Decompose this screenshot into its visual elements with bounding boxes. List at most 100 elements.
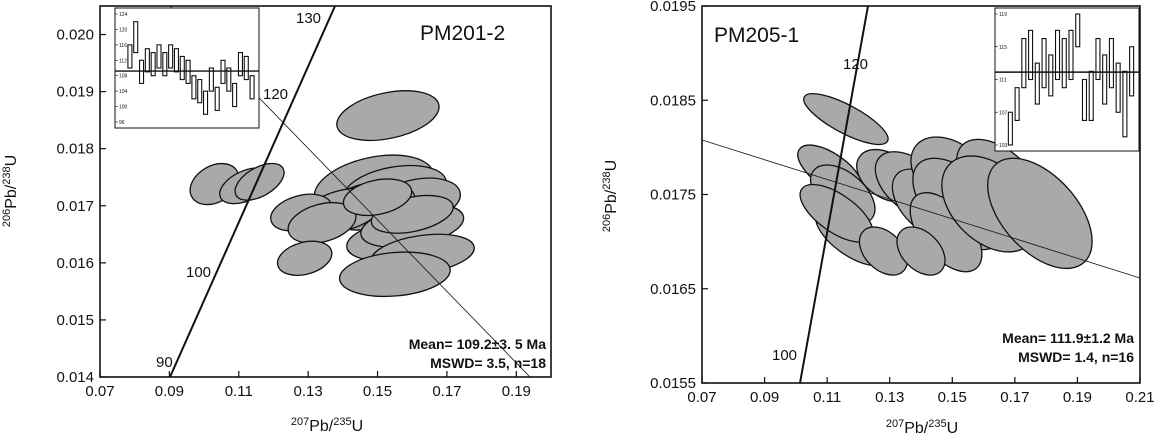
inset-tick-label: 112	[119, 58, 127, 64]
age-label-120: 120	[263, 86, 288, 103]
mswd: MSWD= 1.4, n=16	[1018, 349, 1134, 365]
y-tick-label: 0.018	[56, 141, 94, 158]
error-ellipse	[234, 162, 285, 201]
y-tick-label: 0.0155	[650, 375, 696, 392]
age-label-120: 120	[843, 56, 868, 73]
inset-error-bar	[1041, 38, 1047, 89]
inset-tick-label: 115	[999, 45, 1007, 51]
inset-error-bar	[208, 67, 214, 92]
inset-error-bar	[226, 67, 232, 92]
panel-pm201-2: 96 100 104 108 112 116 120 124 0.07 0.09 0.11 0.13…	[1, 5, 552, 435]
concordia-lines	[702, 6, 1140, 383]
error-ellipse	[276, 240, 333, 276]
axes: 0.07 0.09 0.11 0.13 0.15 0.17 0.19 0.014 0.015 0.…	[56, 27, 530, 400]
x-tick-label: 0.19	[502, 383, 531, 400]
inset-error-bar	[1088, 70, 1094, 121]
inset-error-bar	[191, 75, 197, 100]
inset-tick-label: 103	[999, 143, 1008, 149]
inset-error-bar	[232, 82, 238, 108]
x-tick-label: 0.11	[225, 383, 253, 400]
inset-tick-label: 120	[119, 27, 128, 33]
error-ellipse	[987, 157, 1093, 270]
age-label-100: 100	[186, 264, 211, 281]
inset-bar-plot: 96 100 104 108 112 116 120 124	[115, 12, 259, 126]
sample-label: PM201-2	[420, 22, 505, 45]
age-label-130: 130	[296, 10, 321, 27]
inset-error-bar	[243, 55, 249, 81]
inset-error-bar	[1102, 54, 1108, 105]
inset-tick-label: 96	[119, 120, 125, 126]
inset-tick-label: 111	[999, 78, 1007, 84]
inset-error-bar	[1095, 38, 1101, 81]
x-tick-label: 0.15	[938, 389, 967, 406]
x-tick-label: 0.07	[687, 389, 716, 406]
inset-error-bar	[1061, 38, 1067, 89]
inset-tick-label: 100	[119, 105, 128, 111]
x-tick-label: 0.21	[1125, 389, 1154, 406]
y-tick-label: 0.0165	[650, 281, 696, 298]
age-label-90: 90	[156, 354, 173, 371]
inset-error-bar	[1048, 54, 1054, 97]
y-tick-label: 0.0175	[650, 187, 696, 204]
panel-pm205-1: 103 107 111 115 119 0.07 0.09 0.11 0.13 0.15 0.17…	[601, 0, 1155, 437]
error-ellipse	[342, 178, 413, 217]
x-tick-label: 0.11	[813, 389, 841, 406]
y-tick-label: 0.015	[56, 312, 94, 329]
inset-tick-label: 119	[999, 12, 1007, 18]
x-tick-label: 0.19	[1063, 389, 1092, 406]
inset-error-bar	[133, 21, 139, 54]
y-axis-title: 206Pb/238U	[601, 160, 620, 232]
inset-error-bar	[1021, 38, 1027, 89]
y-tick-label: 0.016	[56, 255, 94, 272]
inset-error-bar	[127, 44, 133, 69]
y-tick-label: 0.017	[56, 198, 94, 215]
plot-frame	[99, 5, 552, 378]
inset-bar-plot: 103 107 111 115 119	[995, 12, 1139, 149]
y-tick-label: 0.0185	[650, 92, 696, 109]
inset-error-bar	[237, 52, 244, 77]
inset-error-bar	[197, 79, 203, 104]
inset-error-bar	[1068, 29, 1074, 81]
concordia-curve	[169, 6, 336, 377]
inset-error-bar	[249, 75, 255, 100]
x-tick-label: 0.07	[85, 383, 114, 400]
inset-error-bar	[1007, 111, 1013, 146]
ellipse-group	[797, 93, 1093, 276]
y-tick-label: 0.014	[56, 369, 94, 386]
inset-error-bar	[1054, 29, 1061, 81]
inset-error-bar	[173, 48, 180, 73]
inset-tick-label: 108	[119, 74, 128, 80]
inset-error-bar	[220, 59, 226, 84]
inset-tick-label: 104	[119, 89, 128, 95]
y-axis-title: 206Pb/238U	[1, 155, 20, 227]
x-tick-label: 0.17	[1000, 389, 1029, 406]
x-tick-label: 0.13	[294, 383, 323, 400]
x-tick-label: 0.09	[155, 383, 184, 400]
mean-age: Mean= 111.9±1.2 Ma	[1002, 330, 1134, 346]
x-tick-label: 0.17	[432, 383, 461, 400]
x-axis-title: 207Pb/235U	[291, 416, 363, 435]
inset-error-bar	[144, 48, 150, 73]
inset-error-bar	[168, 44, 174, 69]
inset-error-bar	[202, 90, 209, 115]
inset-error-bar	[185, 59, 191, 84]
inset-error-bar	[1075, 13, 1081, 48]
x-tick-label: 0.13	[875, 389, 904, 406]
error-ellipse	[803, 93, 889, 146]
age-label-100: 100	[772, 347, 797, 364]
error-ellipse	[338, 251, 451, 298]
mswd: MSWD= 3.5, n=18	[430, 355, 546, 371]
inset-error-bar	[162, 52, 168, 77]
y-tick-label: 0.019	[56, 84, 94, 101]
inset-error-bar	[1034, 62, 1040, 105]
inset-tick-label: 107	[999, 110, 1008, 116]
error-ellipse	[336, 90, 440, 142]
ellipse-group	[189, 90, 475, 298]
inset-error-bar	[150, 52, 156, 77]
x-tick-label: 0.09	[750, 389, 779, 406]
inset-error-bar	[179, 55, 185, 81]
mean-age: Mean= 109.2±3. 5 Ma	[409, 336, 546, 352]
inset-error-bar	[1028, 29, 1034, 81]
